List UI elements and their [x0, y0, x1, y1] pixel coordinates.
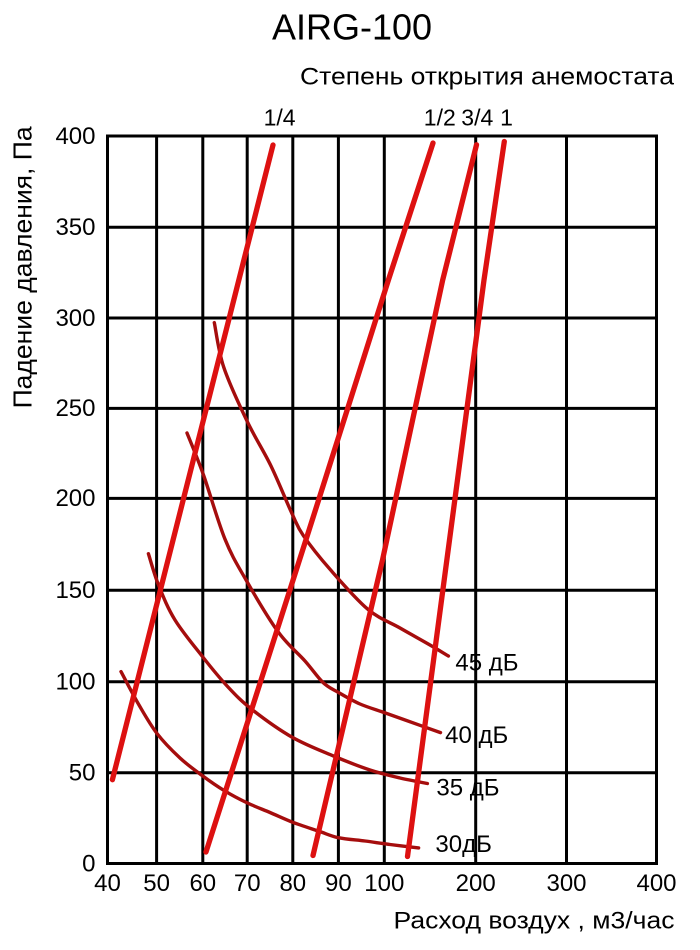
svg-text:100: 100 — [364, 870, 404, 897]
svg-text:250: 250 — [55, 395, 95, 422]
svg-text:40: 40 — [94, 870, 121, 897]
svg-text:Степень открытия анемостата: Степень открытия анемостата — [300, 63, 675, 90]
svg-text:50: 50 — [69, 760, 96, 787]
svg-text:350: 350 — [55, 214, 95, 241]
svg-text:400: 400 — [55, 123, 95, 150]
svg-text:70: 70 — [234, 870, 261, 897]
svg-text:35 дБ: 35 дБ — [436, 774, 499, 801]
svg-text:40 дБ: 40 дБ — [445, 722, 508, 749]
svg-text:50: 50 — [143, 870, 170, 897]
svg-text:30дБ: 30дБ — [435, 831, 491, 858]
svg-text:Расход воздух , м3/час: Расход воздух , м3/час — [394, 908, 675, 935]
svg-text:200: 200 — [55, 485, 95, 512]
svg-text:300: 300 — [546, 870, 586, 897]
svg-text:80: 80 — [279, 870, 306, 897]
svg-text:1/4: 1/4 — [264, 104, 296, 130]
svg-text:Падение давления, Па: Падение давления, Па — [8, 126, 38, 409]
svg-text:200: 200 — [456, 870, 496, 897]
svg-text:150: 150 — [55, 577, 95, 604]
svg-text:0: 0 — [82, 850, 95, 877]
svg-text:300: 300 — [55, 305, 95, 332]
svg-text:100: 100 — [55, 669, 95, 696]
svg-text:45 дБ: 45 дБ — [455, 650, 518, 677]
svg-text:3/4: 3/4 — [461, 104, 493, 130]
svg-text:400: 400 — [636, 870, 676, 897]
svg-text:1: 1 — [500, 104, 513, 130]
svg-text:1/2: 1/2 — [424, 104, 456, 130]
svg-text:60: 60 — [189, 870, 216, 897]
svg-text:90: 90 — [325, 870, 352, 897]
svg-text:AIRG-100: AIRG-100 — [272, 7, 432, 48]
